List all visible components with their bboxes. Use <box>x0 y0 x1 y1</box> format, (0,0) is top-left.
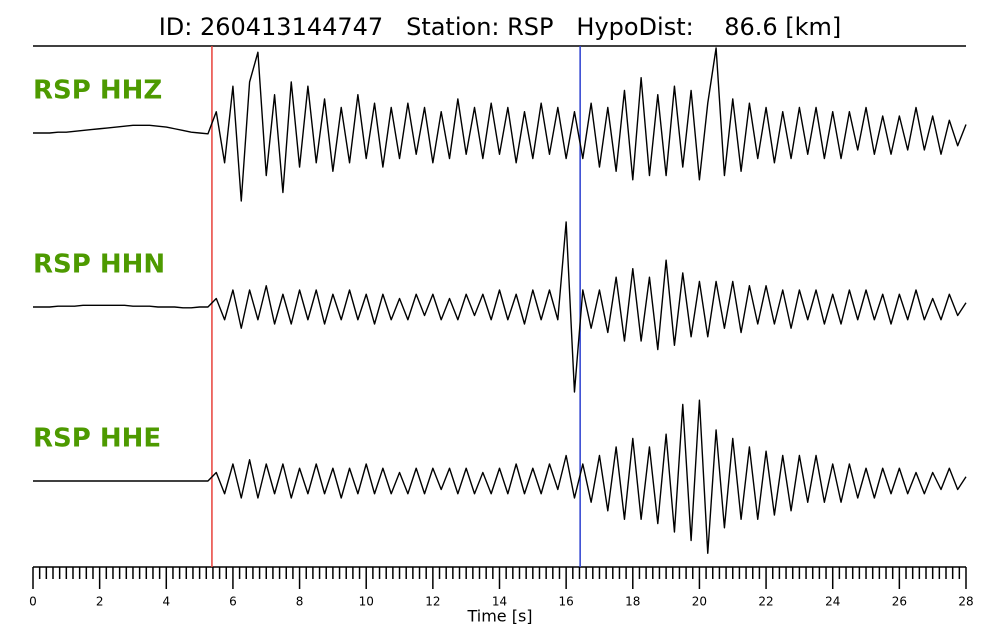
x-tick-label: 18 <box>625 595 640 609</box>
trace-label: RSP HHZ <box>33 76 162 106</box>
x-tick-label: 16 <box>559 595 574 609</box>
x-tick-label: 4 <box>162 595 170 609</box>
x-tick-label: 2 <box>96 595 104 609</box>
trace-label: RSP HHE <box>33 424 161 454</box>
x-tick-label: 8 <box>296 595 304 609</box>
x-tick-label: 28 <box>958 595 973 609</box>
chart-title: ID: 260413144747 Station: RSP HypoDist: … <box>159 13 842 41</box>
x-tick-label: 20 <box>692 595 707 609</box>
waveform <box>33 47 967 202</box>
x-tick-label: 26 <box>892 595 907 609</box>
trace-label: RSP HHN <box>33 250 165 280</box>
x-tick-label: 0 <box>29 595 37 609</box>
x-tick-label: 22 <box>758 595 773 609</box>
x-axis-label: Time [s] <box>466 607 532 626</box>
x-tick-label: 12 <box>425 595 440 609</box>
waveform <box>33 221 967 393</box>
x-tick-label: 24 <box>825 595 840 609</box>
waveform <box>33 399 967 554</box>
x-tick-label: 14 <box>492 595 507 609</box>
x-tick-label: 6 <box>229 595 237 609</box>
x-tick-label: 10 <box>359 595 374 609</box>
